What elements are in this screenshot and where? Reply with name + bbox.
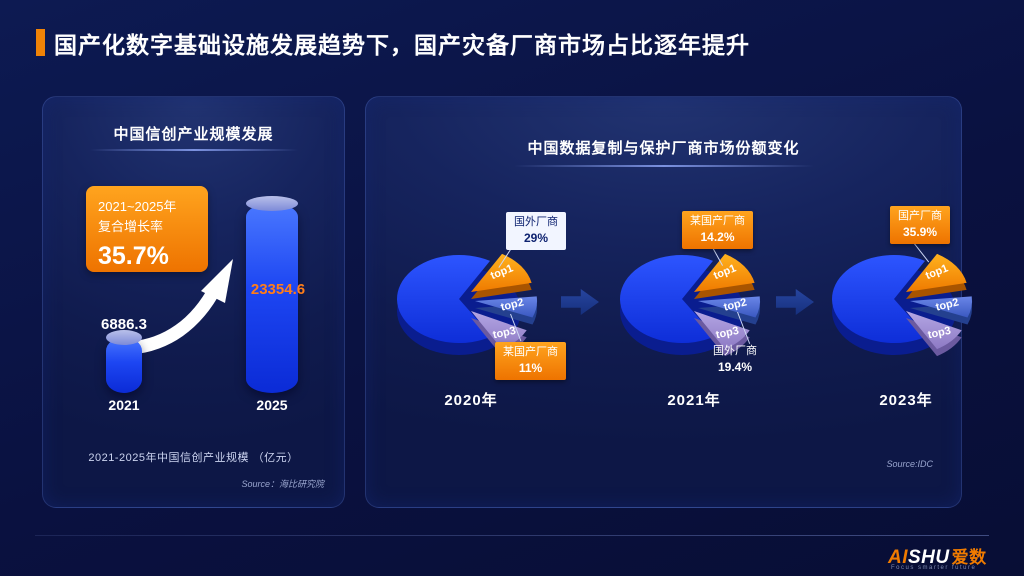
page-title: 国产化数字基础设施发展趋势下，国产灾备厂商市场占比逐年提升 [54, 32, 750, 58]
pie-block-2023: 国产厂商 35.9% top1 top2 top3 2023年 [806, 197, 1006, 417]
callout-2020-top-value: 29% [523, 231, 549, 246]
logo-ai: AI [888, 547, 908, 568]
axis-label-2021: 2021 [108, 397, 140, 413]
slice-label-top3: top3 [492, 325, 517, 342]
pie-year-2023: 2023年 [879, 392, 933, 409]
slice-label-top2: top2 [935, 296, 960, 313]
logo-tagline: Focus smarter future [891, 565, 977, 571]
left-source: Source：海比研究院 [241, 479, 324, 489]
right-title-underline [513, 165, 814, 167]
callout-2021-bottom-value: 19.4% [717, 360, 753, 375]
callout-2023-top: 国产厂商 35.9% [890, 206, 950, 245]
callout-2021-bottom: 国外厂商 19.4% [713, 344, 757, 376]
callout-2021-top: 某国产厂商 14.2% [682, 211, 753, 250]
pie-chart-2021: top1 top2 top3 [620, 253, 761, 357]
footer-divider [35, 535, 989, 536]
pie-chart-2023: top1 top2 top3 [832, 253, 973, 357]
slice-label-top2: top2 [723, 296, 748, 313]
slice-label-top2: top2 [500, 296, 525, 313]
pie-year-2021: 2021年 [667, 392, 721, 409]
bar-value-2025: 23354.6 [250, 281, 306, 298]
callout-2020-top: 国外厂商 29% [506, 212, 566, 251]
slice-label-top3: top3 [927, 325, 952, 342]
right-panel-title: 中国数据复制与保护厂商市场份额变化 [527, 140, 800, 157]
callout-2020-bottom-name: 某国产厂商 [503, 346, 558, 358]
axis-label-2025: 2025 [256, 397, 288, 413]
logo-cn: 爱数 [951, 548, 987, 567]
pie-block-2020: 国外厂商 29% top1 top2 top3 某国产厂商 11% 2020年 [371, 197, 571, 417]
callout-2020-bottom-value: 11% [518, 361, 543, 376]
callout-2021-top-name: 某国产厂商 [690, 215, 745, 227]
left-panel-title: 中国信创产业规模发展 [113, 126, 274, 143]
aishu-logo: AISHU 爱数 [888, 543, 987, 569]
pie-block-2021: 某国产厂商 14.2% top1 top2 top3 国外厂商 19.4% 20… [594, 197, 794, 417]
callout-2021-top-value: 14.2% [700, 230, 735, 245]
right-panel: 中国数据复制与保护厂商市场份额变化 国外厂商 29% top1 top2 top… [365, 96, 973, 508]
slice-label-top3: top3 [715, 325, 740, 342]
cagr-badge-line2: 复合增长率 [98, 218, 164, 234]
callout-2023-top-name: 国产厂商 [898, 210, 942, 222]
cagr-badge: 2021~2025年 复合增长率 35.7% [86, 186, 208, 272]
cagr-badge-value: 35.7% [98, 242, 169, 270]
callout-2021-bottom-name: 国外厂商 [713, 345, 757, 357]
pie-year-2020: 2020年 [444, 392, 498, 409]
growth-arrow-icon [124, 259, 233, 355]
cagr-badge-line1: 2021~2025年 [98, 199, 177, 214]
bar-2021 [106, 330, 142, 393]
title-accent-bar [36, 29, 45, 56]
logo-shu: SHU [908, 547, 950, 568]
left-title-underline [89, 149, 298, 151]
callout-2020-top-name: 国外厂商 [514, 216, 558, 228]
left-chart-caption: 2021-2025年中国信创产业规模 （亿元） [88, 452, 299, 464]
pie-chart-2020: top1 top2 top3 [397, 253, 538, 357]
bar-2025 [246, 196, 298, 393]
callout-2020-bottom: 某国产厂商 11% [495, 342, 566, 381]
right-source: Source:IDC [886, 459, 933, 469]
callout-2023-top-value: 35.9% [902, 225, 938, 240]
left-panel: 中国信创产业规模发展 2021~2025年 复合增长率 35.7% 6886.3… [42, 96, 345, 508]
bar-value-2021: 6886.3 [101, 316, 147, 333]
